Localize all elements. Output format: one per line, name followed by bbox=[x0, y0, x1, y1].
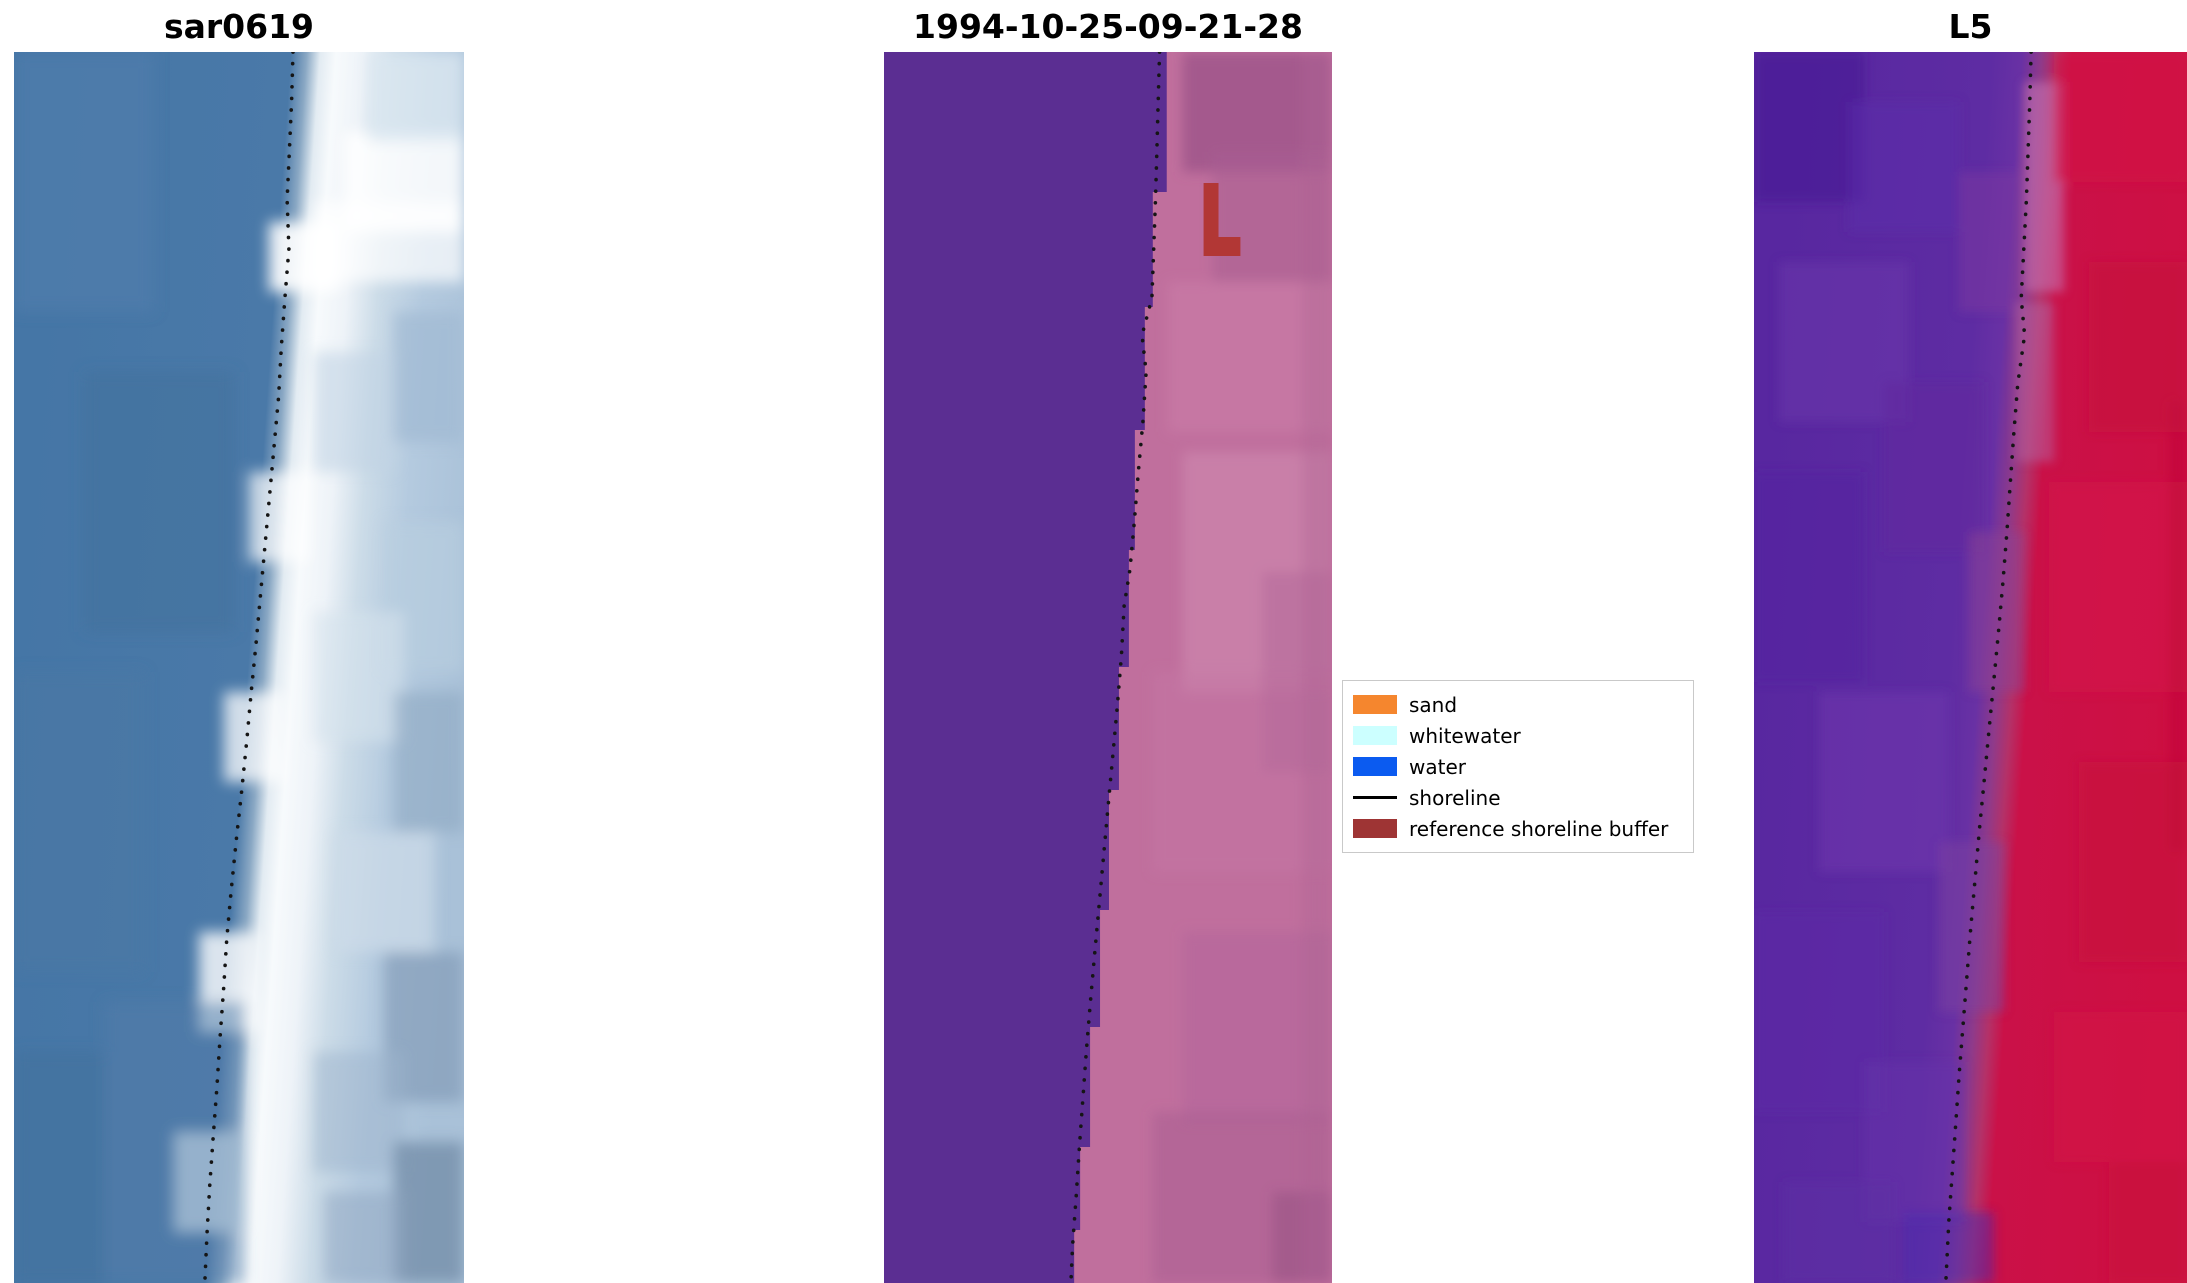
legend-color-swatch bbox=[1353, 819, 1397, 838]
legend-label: sand bbox=[1409, 692, 1458, 717]
legend-line-sample bbox=[1353, 796, 1397, 799]
legend-label: water bbox=[1409, 754, 1466, 779]
legend-item: whitewater bbox=[1353, 720, 1683, 751]
panel-classified-image bbox=[884, 52, 1332, 1283]
legend-item: reference shoreline buffer bbox=[1353, 813, 1683, 844]
l5-texture-patches bbox=[1754, 52, 2187, 1283]
legend-color-swatch bbox=[1353, 757, 1397, 776]
panel-title-l5: L5 bbox=[1948, 7, 1993, 46]
legend-color-swatch bbox=[1353, 726, 1397, 745]
water-class-region bbox=[884, 52, 1167, 1283]
panel-title-sar: sar0619 bbox=[163, 7, 315, 46]
legend-color-swatch bbox=[1353, 695, 1397, 714]
legend-label: reference shoreline buffer bbox=[1409, 816, 1669, 841]
sar-texture-patches bbox=[14, 52, 464, 1283]
legend: sand whitewater water shoreline reference sh… bbox=[1342, 680, 1694, 853]
legend-item: water bbox=[1353, 751, 1683, 782]
sar-image bbox=[14, 52, 464, 1283]
legend-label: shoreline bbox=[1409, 785, 1501, 810]
classified-image bbox=[884, 52, 1332, 1283]
legend-label: whitewater bbox=[1409, 723, 1521, 748]
legend-item: sand bbox=[1353, 689, 1683, 720]
panel-title-classified: 1994-10-25-09-21-28 bbox=[913, 7, 1303, 46]
shoreline-dotted-path bbox=[1944, 52, 2033, 1283]
legend-items: sand whitewater water shoreline reference sh… bbox=[1353, 689, 1683, 844]
legend-item: shoreline bbox=[1353, 782, 1683, 813]
panel-l5-image bbox=[1754, 52, 2187, 1283]
reference-shoreline-buffer-mark bbox=[1203, 183, 1241, 256]
land-texture-patches bbox=[1152, 52, 1332, 1283]
l5-image bbox=[1754, 52, 2187, 1283]
panel-sar-image bbox=[14, 52, 464, 1283]
